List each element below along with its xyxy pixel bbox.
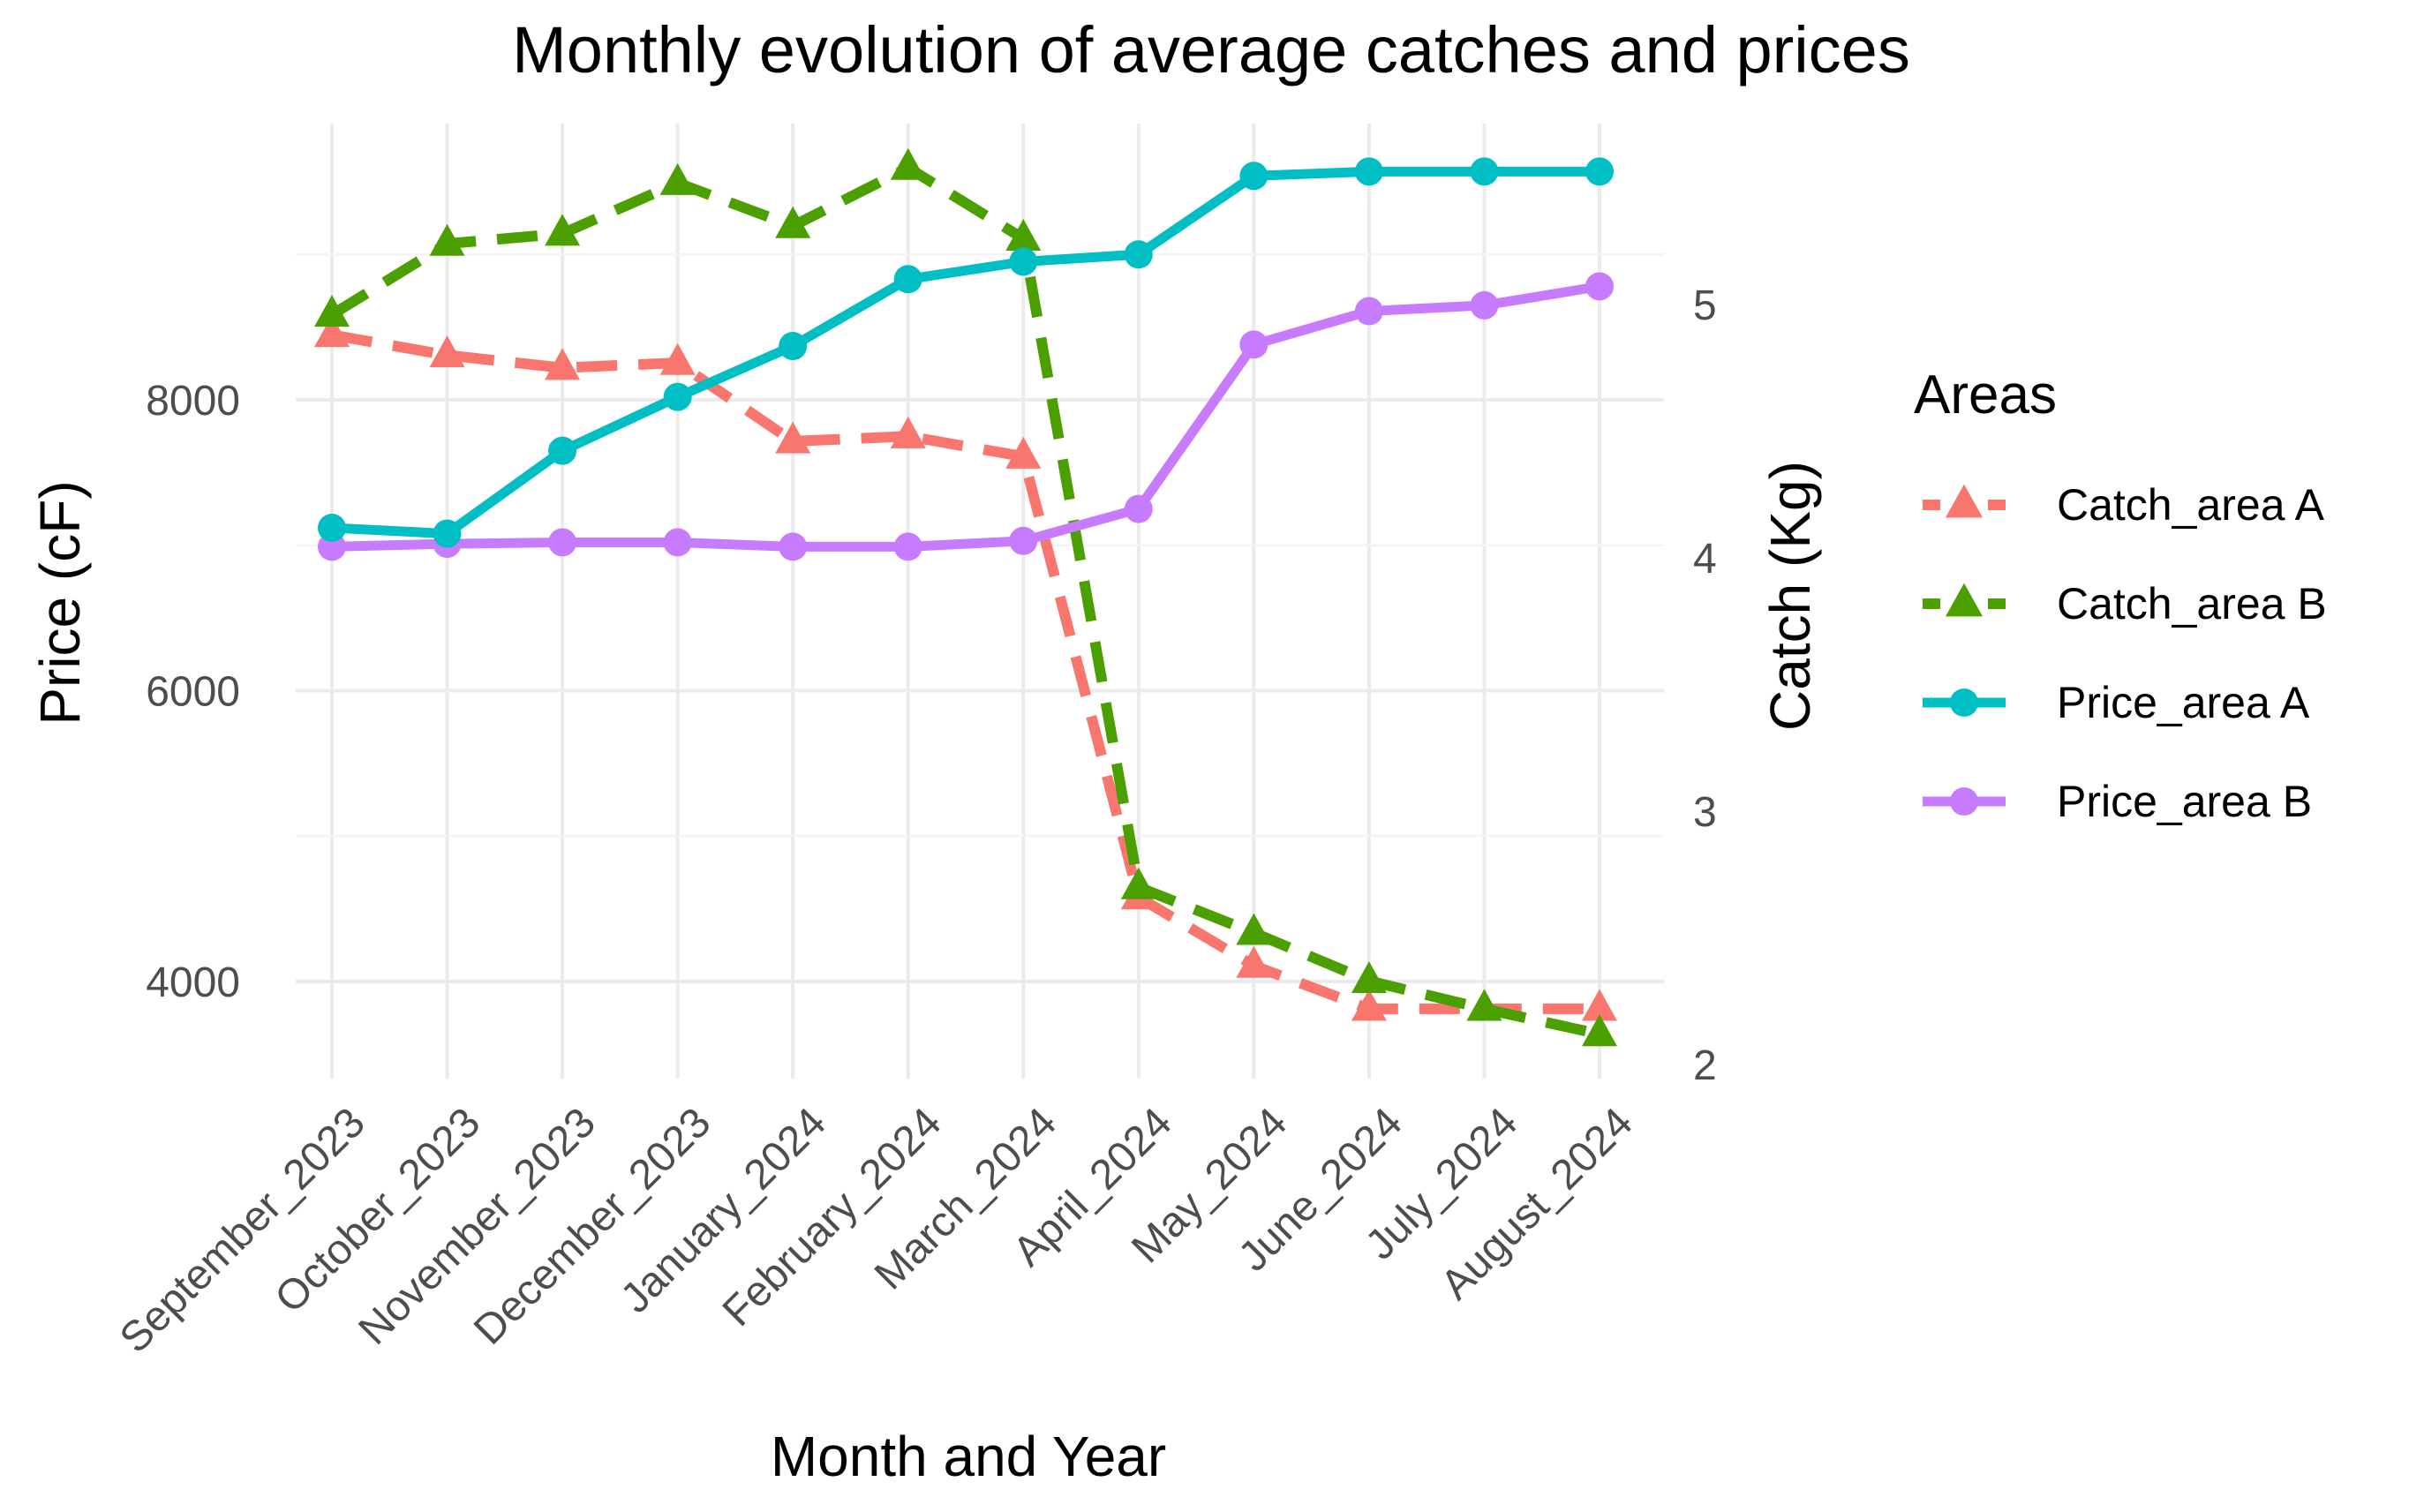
data-point (545, 214, 581, 246)
data-point (893, 532, 922, 561)
legend-swatch-marker (1946, 484, 1983, 518)
data-point (775, 206, 811, 238)
data-point (1582, 989, 1617, 1021)
data-point (1124, 240, 1153, 269)
x-axis-ticks: September_2023October_2023November_2023D… (111, 1099, 1642, 1362)
data-point (433, 519, 462, 548)
right-axis-ticks: 2 3 4 5 (1693, 282, 1717, 1089)
data-point (663, 382, 692, 411)
legend-item: Price_area B (1923, 777, 2312, 826)
series-line (328, 162, 1601, 1040)
data-point (1005, 219, 1042, 252)
x-tick-label: January_2024 (612, 1099, 835, 1322)
data-point (1239, 162, 1268, 191)
series-price-area-b (318, 272, 1614, 561)
y-left-tick-label: 4000 (146, 959, 240, 1006)
data-point (1585, 272, 1614, 301)
data-point (1582, 1014, 1617, 1047)
legend-item: Catch_area A (1923, 480, 2325, 530)
data-point (1470, 290, 1499, 320)
data-point (1466, 989, 1502, 1021)
data-point (314, 295, 350, 327)
data-point (1470, 157, 1499, 186)
series-price-area-a (318, 157, 1614, 548)
data-point (1351, 989, 1387, 1021)
y-right-tick-label: 2 (1693, 1042, 1717, 1089)
legend-swatch-marker (1946, 583, 1983, 617)
data-point (429, 335, 465, 368)
legend-label: Catch_area A (2057, 480, 2325, 530)
data-point (1239, 330, 1268, 359)
y-left-tick-label: 6000 (146, 669, 240, 716)
data-point (318, 513, 346, 542)
legend-title: Areas (1914, 365, 2057, 425)
data-point (314, 315, 350, 348)
data-point (779, 532, 808, 561)
series-line (331, 166, 1600, 539)
y-axis-right-title: Catch (Kg) (1758, 461, 1822, 731)
legend: Areas Catch_area A Catch_area B Price_area… (1914, 365, 2327, 826)
chart-title: Monthly evolution of average catches and… (512, 13, 1910, 87)
x-axis-title: Month and Year (771, 1425, 1166, 1488)
y-right-tick-label: 4 (1693, 536, 1717, 583)
legend-label: Price_area A (2057, 678, 2310, 727)
data-point (1354, 157, 1383, 186)
data-point (548, 436, 577, 465)
series-line (331, 282, 1600, 552)
y-right-tick-label: 3 (1693, 789, 1717, 836)
y-left-tick-label: 8000 (146, 378, 240, 425)
data-point (1009, 247, 1038, 276)
data-point (890, 147, 926, 180)
legend-item: Price_area A (1923, 678, 2310, 727)
series-line (330, 329, 1600, 1014)
legend-label: Catch_area B (2057, 579, 2327, 628)
data-point (890, 416, 926, 448)
data-point (1354, 297, 1383, 326)
left-axis-ticks: 4000 6000 8000 (146, 378, 240, 1006)
data-point (429, 223, 465, 256)
legend-item: Catch_area B (1923, 579, 2327, 628)
data-point (659, 162, 696, 195)
data-point (1120, 867, 1156, 899)
data-point (1009, 526, 1038, 555)
y-right-tick-label: 5 (1693, 282, 1717, 329)
data-point (663, 528, 692, 557)
data-point (893, 265, 922, 294)
data-point (775, 421, 811, 454)
series-catch-area-b (314, 147, 1617, 1047)
data-point (1351, 960, 1387, 993)
legend-label: Price_area B (2057, 777, 2312, 826)
data-point (1236, 913, 1272, 945)
data-point (545, 348, 581, 380)
data-point (1236, 945, 1272, 978)
legend-swatch-marker (1950, 688, 1978, 717)
series-catch-area-a (314, 315, 1617, 1021)
x-tick-label: October_2023 (267, 1099, 490, 1322)
data-point (548, 528, 577, 557)
data-point (1005, 436, 1042, 469)
data-point (1124, 494, 1153, 523)
y-axis-left-title: Price (cF) (28, 480, 92, 725)
data-point (779, 332, 808, 361)
data-point (1585, 157, 1614, 186)
plot-series (314, 147, 1617, 1047)
data-point (659, 342, 696, 375)
legend-swatch-marker (1950, 787, 1978, 816)
